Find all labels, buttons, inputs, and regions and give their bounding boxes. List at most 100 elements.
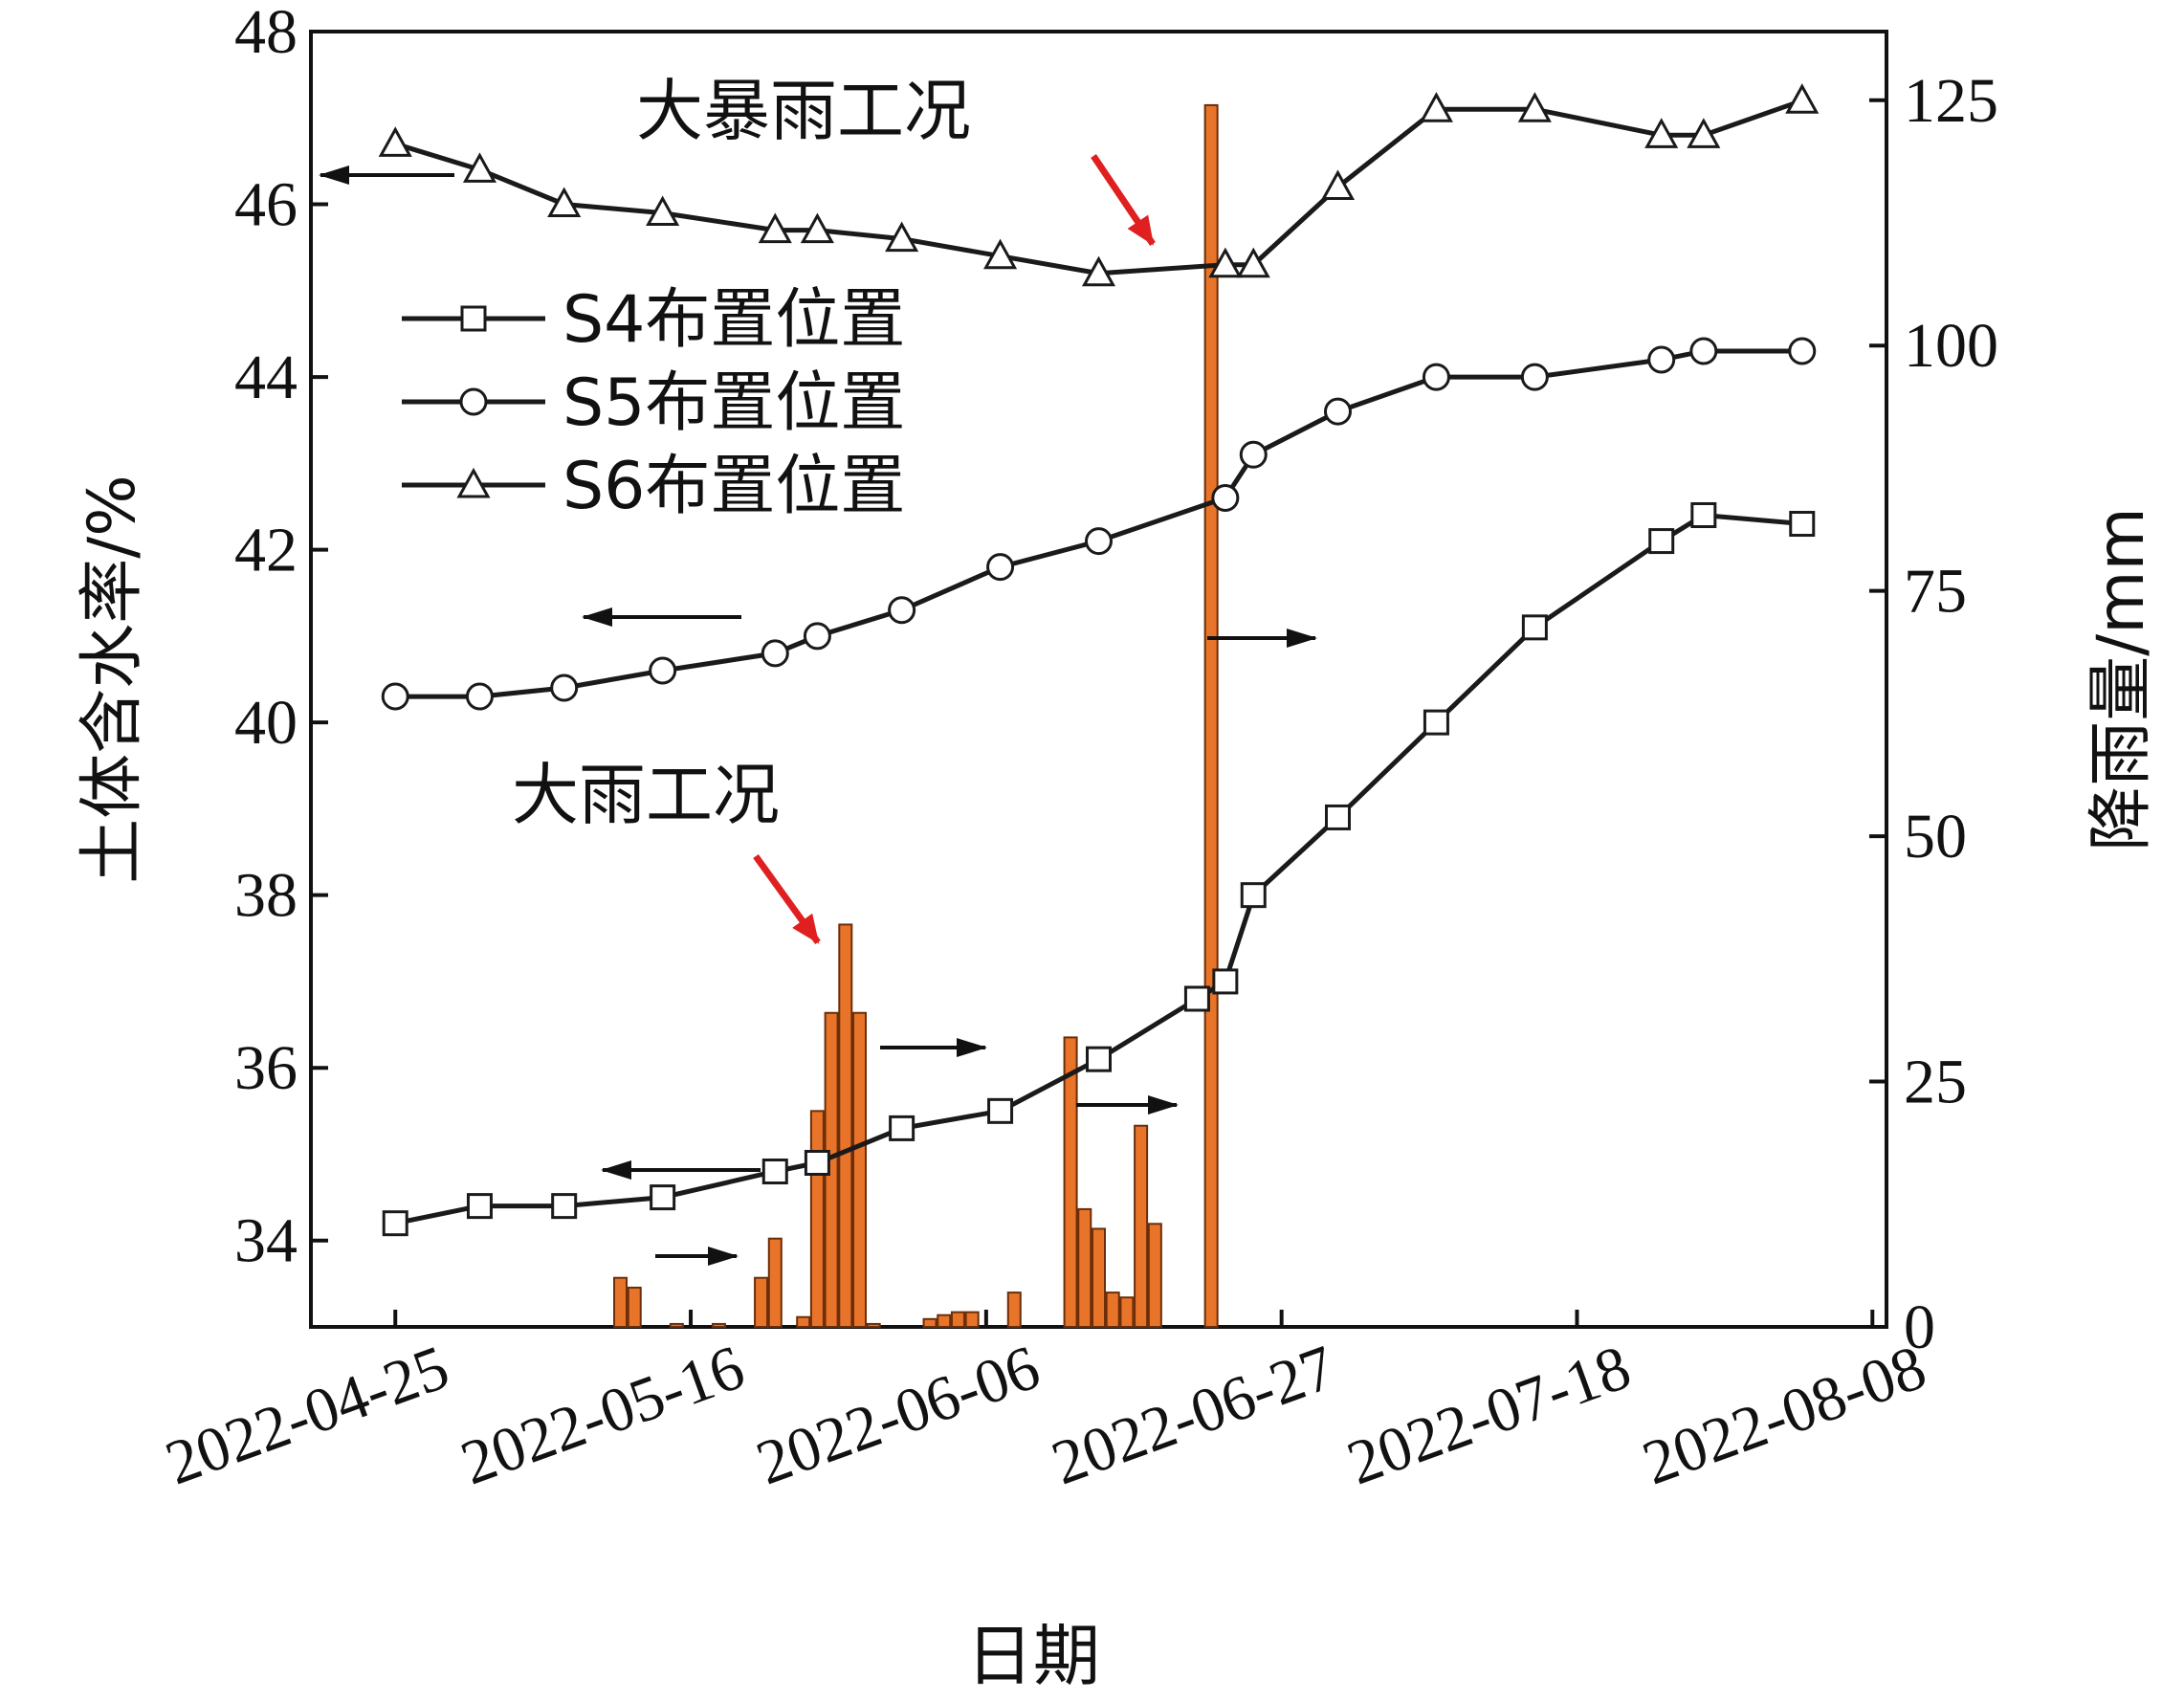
left-axis-tick-label: 38 [234,861,298,931]
x-axis-tick-label: 2022-04-25 [157,1332,457,1498]
x-axis-tick-label: 2022-06-27 [1043,1332,1343,1498]
triangle-marker [462,152,497,183]
annotation-heavy-rain: 大雨工况 [512,756,780,834]
plot-frame [309,30,1888,1329]
triangle-marker [1687,118,1721,148]
triangle-marker [1208,247,1243,278]
right-axis-tick-label: 125 [1904,66,1998,136]
rainfall-bar [711,1322,726,1329]
right-axis-tick-label: 0 [1904,1292,1935,1362]
square-marker [382,1210,408,1237]
legend-label: S6布置位置 [563,449,905,524]
right-axis-tick-label: 50 [1904,802,1967,872]
square-marker [889,1115,916,1141]
triangle-marker [547,187,582,218]
x-axis-tick-label: 2022-06-06 [748,1332,1048,1498]
rainfall-bar [1092,1227,1106,1328]
circle-marker [1520,363,1549,391]
left-axis-tick-label: 46 [234,170,298,240]
square-marker [1521,614,1548,641]
square-marker [1423,709,1449,736]
left-axis-title: 土体含水率/% [75,475,150,884]
right-axis-title: 降雨量/mm [2084,507,2159,850]
square-marker [1690,501,1717,528]
triangle-marker [378,126,412,157]
triangle-marker [1320,169,1356,200]
triangle-marker [800,212,834,244]
circle-marker [550,673,579,702]
square-marker [1086,1046,1112,1072]
triangle-marker [1644,118,1679,148]
left-axis-tick-label: 42 [234,516,298,585]
rainfall-bar [922,1317,938,1329]
square-marker [1183,985,1210,1012]
x-axis-tick-label: 2022-05-16 [452,1332,753,1498]
rainfall-bar [1105,1292,1120,1329]
legend-label: S4布置位置 [563,282,905,358]
circle-marker [1085,527,1113,556]
annotation-heavy-storm-arrow [1091,154,1156,246]
square-marker [987,1097,1014,1124]
moisture-series-markers [378,83,1820,1237]
rainfall-bar [1203,103,1219,1329]
triangle-marker [1517,92,1552,122]
rainfall-bar [852,1011,868,1328]
right-axis-tick-label: 100 [1904,311,1998,381]
left-axis-tick-label: 40 [234,688,298,758]
square-marker [1324,804,1351,830]
triangle-marker [1081,255,1116,287]
square-marker [1240,882,1267,909]
right-axis-tick-label: 25 [1904,1048,1967,1117]
rainfall-bar [964,1311,980,1329]
rainfall-bar [950,1311,965,1329]
legend-triangle-marker [456,467,491,498]
circle-marker [761,639,789,668]
circle-marker [465,682,494,711]
square-marker [761,1159,788,1185]
square-marker [650,1184,676,1211]
annotation-heavy-storm: 大暴雨工况 [636,72,971,150]
rainfall-bar [1119,1296,1135,1329]
triangle-marker [983,238,1018,270]
left-axis-tick-label: 44 [234,342,298,412]
circle-marker [1689,337,1718,365]
x-axis-title: 日期 [966,1617,1100,1695]
circle-marker [1323,397,1352,426]
series-line-4 [394,512,1803,1226]
left-axis-tick-label: 48 [234,0,298,67]
rainfall-bar [613,1276,629,1329]
rainfall-bar [1077,1207,1092,1328]
x-axis-tick-label: 2022-07-18 [1338,1332,1639,1498]
square-marker [804,1149,830,1176]
rainfall-bar [767,1237,783,1328]
triangle-marker [758,212,792,244]
legend-label: S5布置位置 [563,365,905,441]
circle-marker [381,682,409,711]
circle-marker [888,596,916,625]
circle-marker [1788,337,1817,365]
circle-marker [803,622,831,651]
triangle-marker [885,221,919,253]
legend-circle-marker [459,387,488,416]
square-marker [1212,968,1239,995]
left-axis-tick-label: 36 [234,1033,298,1103]
rainfall-bar [838,923,853,1328]
triangle-marker [1785,83,1820,114]
rainfall-bar [937,1314,952,1329]
rainfall-bar [1006,1292,1022,1329]
rainfall-bar [866,1322,881,1329]
triangle-marker [1419,92,1453,122]
triangle-marker [1236,247,1270,278]
square-marker [466,1193,493,1220]
circle-marker [1239,440,1268,469]
rainfall-bar [796,1315,811,1329]
rainfall-bar [754,1276,769,1329]
x-axis-tick-label: 2022-08-08 [1634,1332,1934,1498]
circle-marker [1647,345,1676,374]
circle-marker [649,656,677,685]
legend-square-marker [460,305,487,332]
series-line-6 [394,98,1803,276]
triangle-marker [646,195,680,227]
